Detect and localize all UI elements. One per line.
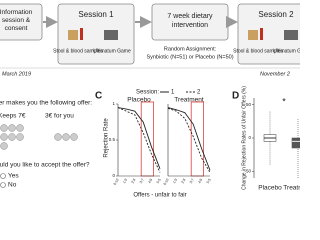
- flow: [0, 3, 300, 69]
- content: Information session & consent Session 1 Stoo…: [0, 9, 300, 199]
- step-box: [237, 3, 300, 65]
- step-item: Ultimatum Game: [273, 48, 300, 54]
- y-tick-label: 0: [248, 135, 251, 140]
- x-axis-label: Offers - unfair to fair: [133, 193, 186, 199]
- step-title: Information session & consent: [0, 9, 33, 32]
- annotation: *: [282, 96, 286, 106]
- figure: Information session & consent Session 1 Stoo…: [0, 3, 300, 199]
- x-tick-label: 2:8: [131, 178, 137, 184]
- x-tick-label: 4:6: [197, 178, 203, 184]
- y-tick-label: -50: [244, 169, 251, 174]
- x-tick-label: 3:7: [139, 178, 145, 184]
- step-title: Session 1: [78, 10, 114, 19]
- option-radio[interactable]: [0, 173, 6, 179]
- x-tick-label: Treatment: [283, 185, 300, 192]
- highlight: [190, 101, 204, 177]
- legend-label: 2: [197, 90, 201, 96]
- end-date: November 2: [260, 71, 290, 77]
- series-line: [117, 107, 161, 173]
- coin: [16, 124, 24, 132]
- x-tick-label: Placebo: [258, 185, 282, 192]
- x-tick-label: 5:5: [156, 178, 162, 184]
- start-date: March 2019: [2, 71, 31, 77]
- step-title: 7 week dietary intervention: [167, 13, 213, 29]
- keeps: Keeps 7€: [0, 113, 26, 120]
- option-label: Yes: [8, 173, 19, 180]
- panel-title: Placebo: [127, 97, 151, 104]
- x-tick-label: 2:8: [181, 178, 187, 184]
- y-tick-label: 50: [246, 102, 252, 107]
- highlight: [140, 101, 154, 177]
- step-title: Session 2: [258, 10, 294, 19]
- coin: [8, 133, 16, 141]
- game-icon: [104, 30, 118, 40]
- series-line: [117, 107, 161, 169]
- step-item: Stool & blood samples: [53, 48, 103, 54]
- panel-label: C: [95, 91, 102, 102]
- step-item: Random Assignment:: [164, 46, 217, 52]
- coin: [70, 133, 78, 141]
- x-tick-label: 1:9: [172, 178, 178, 184]
- step-box: [57, 3, 135, 65]
- step-box: [0, 3, 43, 41]
- step-item: Synbiotic (N=51) or Placebo (N=50): [146, 54, 233, 60]
- series-line: [167, 107, 211, 171]
- x-tick-label: 4:6: [147, 178, 153, 184]
- series-line: [167, 107, 211, 173]
- y-tick-label: 0.5: [109, 137, 116, 142]
- stool-icon: [68, 30, 78, 40]
- x-tick-label: 0:10: [113, 178, 120, 186]
- step-item: Stool & blood samples: [233, 48, 283, 54]
- coin: [54, 133, 62, 141]
- coin: [8, 124, 16, 132]
- stool-icon: [248, 30, 258, 40]
- x-tick-label: 0:10: [163, 178, 170, 186]
- offer: 3€ for you: [45, 113, 74, 120]
- coin: [0, 142, 8, 150]
- coin: [16, 133, 24, 141]
- panel-title: Treatment: [174, 97, 204, 104]
- blood-icon: [260, 28, 263, 40]
- y-axis-label: Rejection Rate: [104, 118, 110, 158]
- coin: [0, 124, 8, 132]
- blood-icon: [80, 28, 83, 40]
- legend-title: Session:: [136, 90, 159, 96]
- coin: [62, 133, 70, 141]
- x-tick-label: 5:5: [206, 178, 212, 184]
- step-item: Ultimatum Game: [93, 48, 131, 54]
- y-axis-label: Change in Rejection Rates of Unfair Offe…: [241, 86, 247, 190]
- question: Would you like to accept the offer?: [0, 162, 90, 169]
- coin: [0, 133, 8, 141]
- prompt: Proposer makes you the following offer:: [0, 100, 92, 107]
- panel-label: D: [232, 91, 239, 102]
- x-tick-label: 3:7: [189, 178, 195, 184]
- y-tick-label: 1: [112, 101, 115, 106]
- box: [291, 137, 300, 149]
- option-radio[interactable]: [0, 182, 6, 188]
- option-label: No: [8, 182, 17, 189]
- legend-label: 1: [171, 90, 175, 96]
- game-icon: [284, 30, 298, 40]
- y-tick-label: 0: [112, 173, 115, 178]
- x-tick-label: 1:9: [122, 178, 128, 184]
